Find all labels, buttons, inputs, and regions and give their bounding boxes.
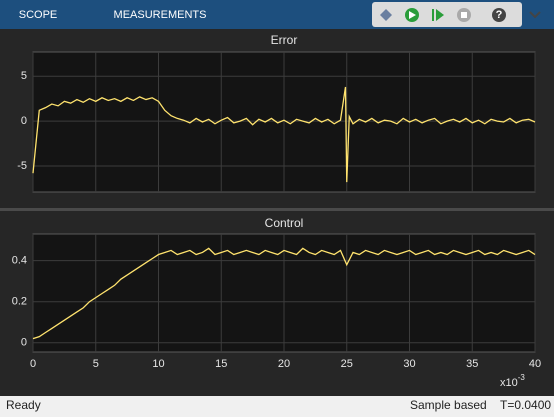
panel-separator: [0, 208, 554, 211]
x-tick-label: 35: [466, 358, 478, 370]
plot-title: Error: [271, 33, 298, 47]
y-tick-label: 0.2: [12, 296, 27, 308]
sim-time: T=0.0400: [500, 398, 551, 412]
x-tick-label: 15: [215, 358, 227, 370]
signal-line: [32, 247, 536, 340]
expand-icon[interactable]: [529, 11, 541, 19]
y-tick-label: 0.4: [12, 255, 27, 267]
step-bar[interactable]: [432, 9, 434, 21]
run-glyph: [409, 11, 416, 19]
help-icon[interactable]: [492, 8, 506, 22]
x-tick-label: 5: [93, 358, 99, 370]
y-tick-label: 0: [21, 115, 27, 127]
status-bar: [0, 396, 554, 417]
step-icon[interactable]: [436, 9, 444, 21]
x-scale-base: x10: [500, 377, 518, 389]
help-glyph[interactable]: ?: [496, 9, 503, 21]
x-tick-label: 10: [152, 358, 164, 370]
x-tick-label: 25: [341, 358, 353, 370]
plot-title: Control: [265, 216, 304, 230]
status-text: Ready: [6, 398, 41, 412]
signal-line: [32, 86, 536, 183]
toolbar-icons: ?: [372, 2, 541, 27]
x-tick-label: 0: [30, 358, 36, 370]
x-scale-label: x10-3: [500, 373, 525, 389]
stop-glyph: [461, 12, 467, 18]
x-tick-label: 30: [403, 358, 415, 370]
y-tick-label: -5: [17, 160, 27, 172]
y-tick-label: 5: [21, 70, 27, 82]
y-tick-label: 0: [21, 337, 27, 349]
x-tick-label: 40: [529, 358, 541, 370]
settings-icon[interactable]: [380, 9, 392, 21]
x-tick-label: 20: [278, 358, 290, 370]
sample-mode: Sample based: [410, 398, 487, 412]
tab-measurements[interactable]: MEASUREMENTS: [114, 9, 207, 21]
tab-scope[interactable]: SCOPE: [19, 9, 58, 21]
x-scale-exponent: -3: [518, 373, 526, 382]
